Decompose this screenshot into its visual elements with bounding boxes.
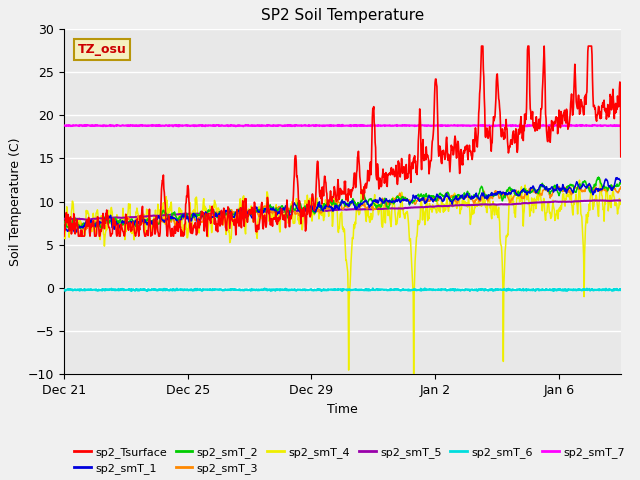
sp2_smT_4 [596, 177, 604, 182]
Line: sp2_smT_1: sp2_smT_1 [64, 178, 621, 232]
sp2_smT_4 [248, 210, 255, 216]
sp2_Tsurface [477, 43, 485, 49]
sp2_smT_5 [60, 216, 68, 222]
sp2_smT_5 [134, 214, 142, 220]
sp2_smT_3 [60, 221, 68, 227]
sp2_smT_3 [134, 214, 142, 219]
Y-axis label: Soil Temperature (C): Soil Temperature (C) [10, 137, 22, 266]
sp2_smT_2 [248, 212, 256, 217]
sp2_Tsurface [364, 168, 372, 174]
sp2_Tsurface [301, 228, 309, 234]
Text: TZ_osu: TZ_osu [78, 43, 127, 56]
sp2_Tsurface [617, 154, 625, 160]
sp2_smT_6 [301, 288, 309, 293]
sp2_smT_5 [154, 213, 162, 219]
sp2_smT_2 [365, 198, 372, 204]
sp2_smT_2 [76, 226, 84, 231]
sp2_smT_3 [248, 212, 256, 217]
sp2_Tsurface [248, 206, 255, 212]
sp2_smT_4 [410, 372, 417, 377]
sp2_smT_3 [617, 184, 625, 190]
sp2_smT_1 [302, 206, 310, 212]
sp2_smT_1 [134, 221, 142, 227]
sp2_smT_5 [615, 197, 623, 203]
sp2_smT_2 [353, 203, 361, 208]
sp2_smT_2 [617, 181, 625, 187]
Line: sp2_smT_7: sp2_smT_7 [64, 125, 621, 126]
sp2_smT_4 [154, 201, 162, 207]
sp2_smT_5 [353, 206, 361, 212]
sp2_smT_5 [365, 206, 372, 212]
sp2_smT_1 [60, 224, 68, 230]
sp2_smT_6 [550, 288, 557, 294]
sp2_smT_4 [617, 199, 625, 205]
sp2_smT_4 [353, 203, 360, 209]
Line: sp2_smT_3: sp2_smT_3 [64, 185, 621, 230]
sp2_smT_5 [84, 217, 92, 223]
sp2_smT_7 [154, 122, 162, 128]
sp2_smT_5 [248, 210, 256, 216]
sp2_smT_7 [302, 122, 310, 128]
sp2_smT_7 [365, 122, 373, 128]
sp2_smT_3 [154, 220, 162, 226]
sp2_smT_7 [232, 123, 239, 129]
Line: sp2_smT_2: sp2_smT_2 [64, 177, 621, 228]
sp2_smT_3 [585, 182, 593, 188]
sp2_smT_1 [248, 215, 256, 221]
Title: SP2 Soil Temperature: SP2 Soil Temperature [260, 9, 424, 24]
sp2_smT_1 [154, 213, 162, 219]
sp2_Tsurface [134, 222, 141, 228]
sp2_smT_6 [617, 287, 625, 293]
sp2_smT_6 [154, 288, 162, 293]
sp2_smT_3 [302, 206, 310, 212]
sp2_smT_7 [134, 123, 141, 129]
sp2_smT_6 [353, 287, 360, 292]
sp2_smT_1 [70, 229, 78, 235]
Line: sp2_Tsurface: sp2_Tsurface [64, 46, 621, 236]
sp2_smT_4 [60, 226, 68, 231]
sp2_smT_3 [67, 228, 75, 233]
sp2_smT_1 [365, 202, 372, 208]
sp2_smT_7 [354, 122, 362, 128]
Line: sp2_smT_6: sp2_smT_6 [64, 288, 621, 291]
sp2_smT_7 [60, 122, 68, 128]
sp2_smT_6 [364, 288, 372, 293]
sp2_smT_2 [302, 205, 310, 211]
sp2_smT_7 [617, 123, 625, 129]
sp2_smT_4 [134, 211, 141, 216]
sp2_smT_1 [353, 205, 361, 211]
sp2_smT_2 [595, 174, 602, 180]
X-axis label: Time: Time [327, 403, 358, 416]
sp2_smT_1 [617, 179, 625, 185]
sp2_smT_6 [421, 286, 429, 291]
sp2_smT_5 [302, 207, 310, 213]
sp2_smT_3 [365, 204, 372, 209]
sp2_Tsurface [60, 233, 68, 239]
sp2_smT_6 [60, 287, 68, 293]
sp2_smT_6 [248, 286, 255, 292]
Legend: sp2_Tsurface, sp2_smT_1, sp2_smT_2, sp2_smT_3, sp2_smT_4, sp2_smT_5, sp2_smT_6, : sp2_Tsurface, sp2_smT_1, sp2_smT_2, sp2_… [70, 442, 629, 479]
sp2_smT_3 [353, 201, 361, 207]
sp2_smT_1 [613, 175, 621, 180]
sp2_Tsurface [154, 228, 162, 234]
sp2_smT_2 [134, 225, 142, 230]
sp2_smT_4 [364, 208, 372, 214]
sp2_smT_2 [60, 219, 68, 225]
Line: sp2_smT_5: sp2_smT_5 [64, 200, 621, 220]
sp2_smT_6 [134, 288, 141, 294]
sp2_smT_4 [301, 201, 309, 206]
sp2_smT_5 [617, 198, 625, 204]
sp2_Tsurface [353, 170, 360, 176]
sp2_smT_7 [248, 122, 256, 128]
sp2_smT_7 [339, 122, 346, 128]
sp2_smT_2 [154, 221, 162, 227]
Line: sp2_smT_4: sp2_smT_4 [64, 180, 621, 374]
